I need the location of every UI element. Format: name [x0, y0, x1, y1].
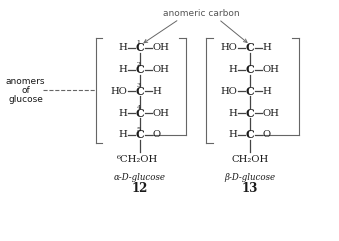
Text: anomeric carbon: anomeric carbon — [162, 9, 239, 18]
Text: 5: 5 — [136, 127, 140, 132]
Text: 1: 1 — [136, 40, 140, 45]
Text: anomers: anomers — [6, 77, 45, 86]
Text: H: H — [263, 43, 272, 52]
Text: HO: HO — [220, 43, 237, 52]
Text: glucose: glucose — [8, 95, 43, 104]
Text: 3: 3 — [136, 83, 140, 88]
Text: β-D-glucose: β-D-glucose — [224, 173, 276, 182]
Text: OH: OH — [263, 109, 280, 118]
Text: H: H — [118, 130, 127, 139]
Text: C: C — [136, 64, 144, 75]
Text: OH: OH — [263, 65, 280, 74]
Text: H: H — [118, 43, 127, 52]
Text: CH₂OH: CH₂OH — [232, 155, 269, 164]
Text: H: H — [228, 130, 237, 139]
Text: C: C — [246, 107, 255, 119]
Text: C: C — [136, 42, 144, 53]
Text: H: H — [153, 87, 161, 96]
Text: OH: OH — [153, 43, 170, 52]
Text: 2: 2 — [136, 62, 140, 67]
Text: HO: HO — [220, 87, 237, 96]
Text: C: C — [246, 129, 255, 140]
Text: H: H — [228, 65, 237, 74]
Text: C: C — [246, 64, 255, 75]
Text: ⁶CH₂OH: ⁶CH₂OH — [117, 155, 159, 164]
Text: 12: 12 — [132, 182, 148, 195]
Text: C: C — [136, 86, 144, 97]
Text: C: C — [246, 86, 255, 97]
Text: of: of — [21, 86, 30, 95]
Text: O: O — [153, 130, 161, 139]
Text: C: C — [136, 107, 144, 119]
Text: H: H — [118, 65, 127, 74]
Text: H: H — [263, 87, 272, 96]
Text: OH: OH — [153, 109, 170, 118]
Text: OH: OH — [153, 65, 170, 74]
Text: α-D-glucose: α-D-glucose — [114, 173, 166, 182]
Text: H: H — [228, 109, 237, 118]
Text: HO: HO — [110, 87, 127, 96]
Text: C: C — [246, 42, 255, 53]
Text: H: H — [118, 109, 127, 118]
Text: O: O — [263, 130, 271, 139]
Text: 13: 13 — [242, 182, 258, 195]
Text: 4: 4 — [136, 105, 141, 110]
Text: C: C — [136, 129, 144, 140]
